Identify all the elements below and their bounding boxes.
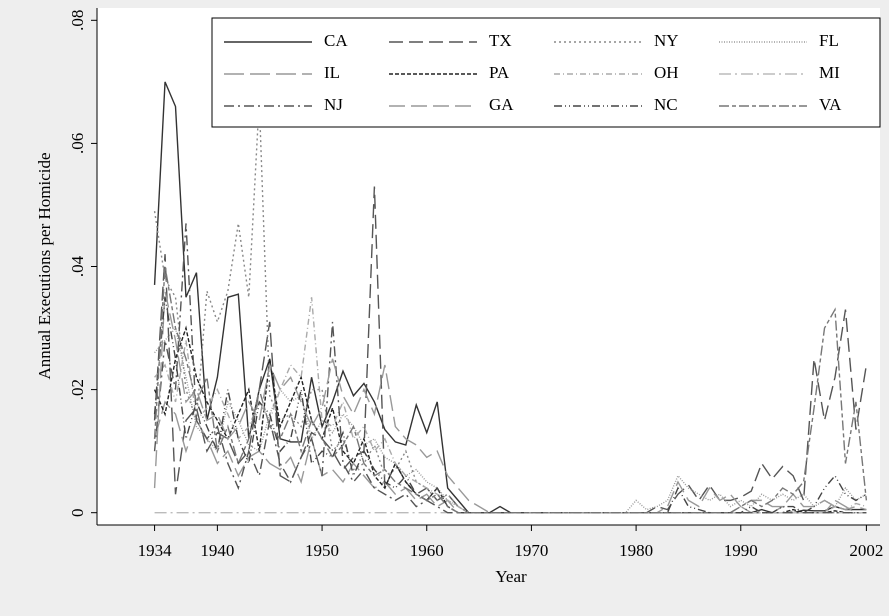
x-tick-label: 1990	[724, 541, 758, 560]
x-tick-label: 1940	[200, 541, 234, 560]
legend-box	[211, 17, 881, 128]
x-tick-label: 1970	[514, 541, 548, 560]
legend-label: NY	[654, 31, 679, 50]
x-tick-label: 1980	[619, 541, 653, 560]
legend-label: CA	[324, 31, 348, 50]
x-tick-label: 1960	[410, 541, 444, 560]
legend-label: NC	[654, 95, 678, 114]
legend-label: VA	[819, 95, 842, 114]
legend-label: GA	[489, 95, 514, 114]
y-tick-label: .06	[68, 133, 87, 154]
y-tick-label: .02	[68, 379, 87, 400]
y-tick-label: 0	[68, 508, 87, 517]
series-line	[153, 223, 867, 514]
x-axis-label: Year	[495, 567, 527, 586]
series-line	[153, 290, 867, 514]
y-tick-label: .08	[68, 10, 87, 31]
legend-label: FL	[819, 31, 839, 50]
x-tick-label: 2002	[849, 541, 883, 560]
y-axis-label: Annual Executions per Homicide	[35, 152, 54, 379]
legend-label: OH	[654, 63, 679, 82]
legend-label: TX	[489, 31, 512, 50]
series-line	[154, 326, 867, 514]
legend-label: NJ	[324, 95, 343, 114]
legend-label: PA	[489, 63, 510, 82]
legend-label: MI	[819, 63, 840, 82]
y-tick-label: .04	[68, 255, 87, 277]
x-tick-label: 1934	[138, 541, 173, 560]
x-tick-label: 1950	[305, 541, 339, 560]
legend-label: IL	[324, 63, 340, 82]
